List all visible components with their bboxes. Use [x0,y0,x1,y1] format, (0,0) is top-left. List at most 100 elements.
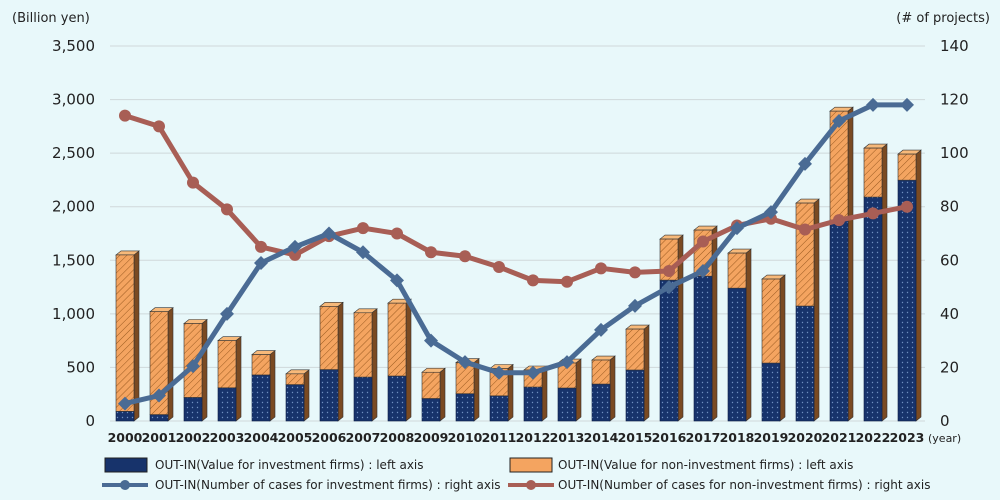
x-tick-label: 2019 [754,430,789,445]
bar-noninvestment-value [217,340,237,389]
legend: OUT-IN(Value for investment firms) : lef… [102,457,930,492]
point-noninvestment-cases [255,240,267,253]
bar-investment-value [319,369,339,422]
bar-investment-value [659,279,679,422]
legend-label: OUT-IN(Number of cases for non-investmen… [558,478,930,492]
point-investment-cases [424,333,438,348]
x-tick-label: 2009 [414,430,449,445]
x-tick-label: 2016 [652,430,687,445]
bar-investment-value [149,414,169,422]
point-noninvestment-cases [527,274,539,287]
point-noninvestment-cases [357,222,369,235]
x-unit-label: (year) [928,432,961,445]
bar-side [847,106,854,422]
point-noninvestment-cases [595,262,607,275]
bar-investment-value [625,369,645,422]
point-investment-cases [866,97,880,112]
bar-side [779,274,786,422]
point-investment-cases [560,355,574,370]
x-tick-label: 2013 [550,430,585,445]
x-tick-label: 2015 [618,430,653,445]
bar-side [167,307,174,422]
right-tick-label: 60 [940,251,959,269]
left-tick-label: 500 [66,358,95,376]
x-tick-label: 2023 [890,430,925,445]
right-tick-label: 80 [940,198,959,216]
bar-investment-value [761,362,781,422]
right-tick-label: 120 [940,91,969,109]
bar-investment-value [115,411,135,422]
bar-investment-value [387,375,407,422]
line-noninvestment-cases [124,113,908,285]
point-investment-cases [764,205,778,220]
bar-side [439,367,446,422]
point-investment-cases [696,264,710,278]
bar-noninvestment-value [353,312,373,378]
point-noninvestment-cases [187,176,199,189]
point-investment-cases [492,365,506,380]
point-investment-cases [730,221,744,236]
point-investment-cases [594,322,608,337]
bar-noninvestment-value [897,153,917,181]
point-noninvestment-cases [867,207,879,220]
bar-side [235,336,242,422]
bar-investment-value [353,376,373,422]
point-investment-cases [526,365,540,380]
bar-side [745,248,752,422]
bar-noninvestment-value [421,371,441,399]
point-noninvestment-cases [561,275,573,288]
bar-side [269,349,276,422]
legend-swatch-noninvestment-value [509,457,553,473]
left-tick-label: 2,000 [52,198,95,216]
left-tick-label: 3,500 [52,37,95,55]
point-investment-cases [390,273,404,288]
legend-label: OUT-IN(Value for investment firms) : lef… [155,458,424,472]
bar-investment-value [795,305,815,422]
bar-investment-value [455,393,475,422]
right-tick-label: 0 [940,412,950,430]
point-noninvestment-cases [425,246,437,259]
x-tick-label: 2000 [108,430,143,445]
x-tick-label: 2010 [448,430,483,445]
point-noninvestment-cases [663,265,675,277]
left-tick-label: 2,500 [52,144,95,162]
point-investment-cases [832,114,846,128]
right-axis-label: (# of projects) [896,11,990,26]
x-tick-label: 2020 [788,430,823,445]
x-tick-label: 2005 [278,430,313,445]
left-tick-label: 3,000 [52,91,95,109]
point-investment-cases [288,239,302,254]
x-tick-label: 2006 [312,430,347,445]
point-investment-cases [798,156,812,171]
point-noninvestment-cases [119,109,131,122]
bar-side [303,369,310,422]
left-axis-label: (Billion yen) [12,11,90,26]
point-noninvestment-cases [221,203,233,216]
x-tick-label: 2003 [210,430,245,445]
bar-side [575,358,582,422]
x-tick-label: 2022 [856,430,891,445]
legend-swatch-investment-value [104,457,148,473]
point-noninvestment-cases [799,223,811,236]
bar-side [643,324,650,422]
point-investment-cases [628,298,642,313]
point-noninvestment-cases [629,266,641,279]
x-tick-label: 2018 [720,430,755,445]
x-tick-label: 2007 [346,430,381,445]
bar-side [371,308,378,422]
bar-investment-value [421,398,441,422]
right-tick-label: 100 [940,144,969,162]
bar-noninvestment-value [625,328,645,371]
point-investment-cases [118,396,132,411]
point-investment-cases [458,355,472,370]
bar-side [133,250,140,422]
x-tick-label: 2021 [822,430,857,445]
point-investment-cases [900,97,914,112]
bar-noninvestment-value [795,202,815,307]
bar-investment-value [863,196,883,422]
point-investment-cases [322,226,336,241]
left-tick-label: 1,500 [52,251,95,269]
bar-noninvestment-value [387,302,407,377]
legend-label: OUT-IN(Value for non-investment firms) :… [558,458,853,472]
